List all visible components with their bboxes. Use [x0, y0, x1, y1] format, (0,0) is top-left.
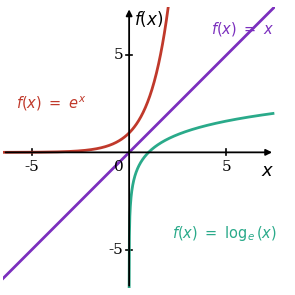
Text: $f(x)$: $f(x)$ — [134, 9, 163, 29]
Text: 5: 5 — [114, 48, 123, 62]
Text: $x$: $x$ — [261, 162, 274, 180]
Text: $f(x)\ =\ x$: $f(x)\ =\ x$ — [211, 20, 274, 38]
Text: 0: 0 — [114, 160, 123, 174]
Text: -5: -5 — [109, 242, 123, 257]
Text: 5: 5 — [222, 160, 231, 174]
Text: $f(x)\ =\ e^x$: $f(x)\ =\ e^x$ — [17, 94, 87, 113]
Text: $f(x)\ =\ \log_e(x)$: $f(x)\ =\ \log_e(x)$ — [172, 224, 277, 243]
Text: -5: -5 — [24, 160, 39, 174]
